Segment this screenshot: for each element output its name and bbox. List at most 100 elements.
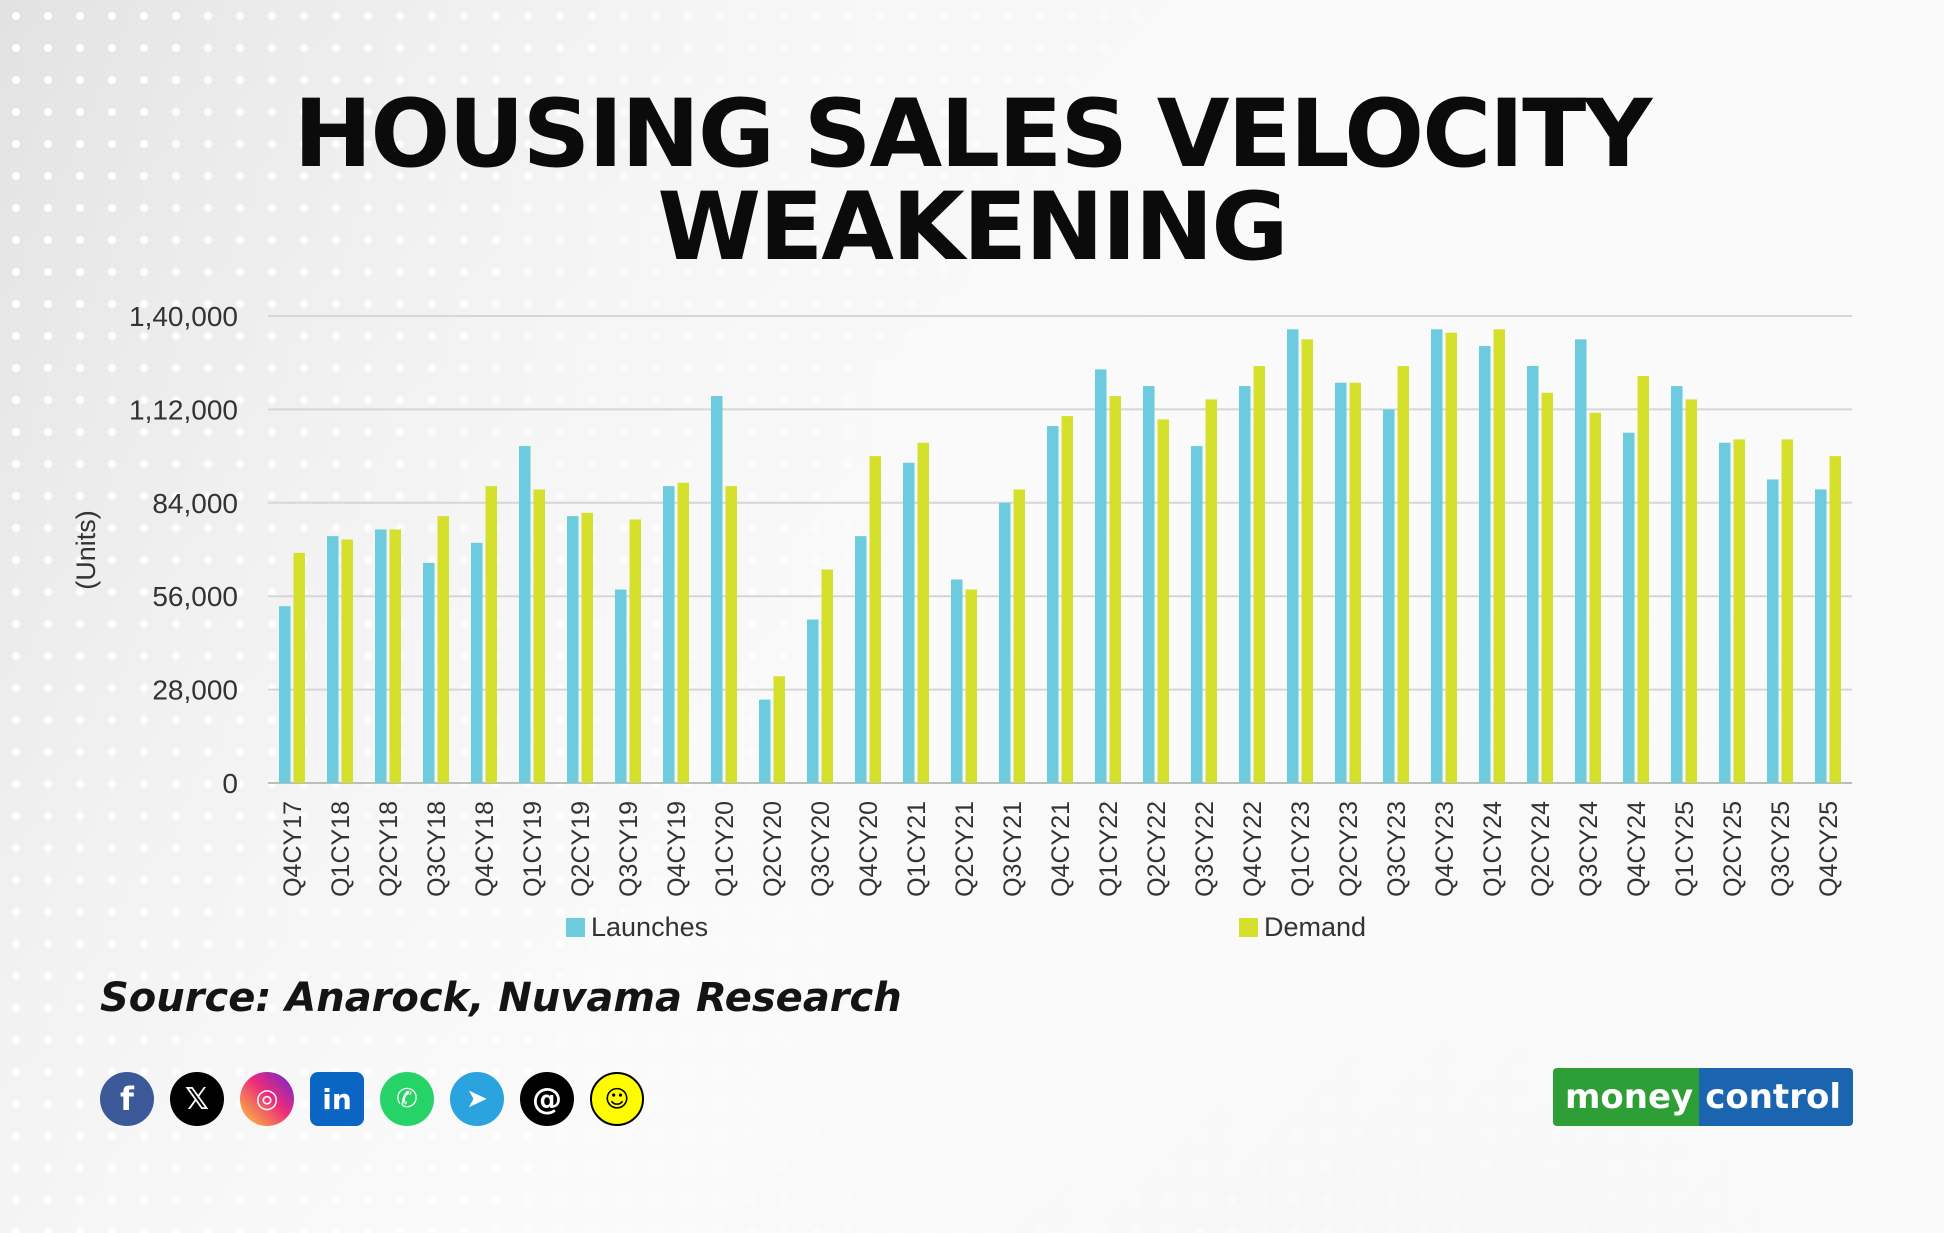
- x-tick-label: Q1CY21: [903, 801, 931, 897]
- x-tick-label: Q3CY19: [615, 801, 643, 897]
- x-axis: Q4CY17 Q1CY18 Q2CY18 Q3CY18 Q4CY18 Q1CY19 Q2CY…: [279, 801, 1843, 897]
- bar-launches-q3cy23: [1383, 409, 1395, 783]
- bar-launches-q2cy24: [1527, 366, 1539, 783]
- bar-launches-q4cy21: [1047, 426, 1059, 783]
- whatsapp-icon[interactable]: ✆: [380, 1072, 434, 1126]
- x-tick-label: Q1CY23: [1287, 801, 1315, 897]
- y-axis: 0 28,000 56,000 84,000 1,12,000 1,40,000: [129, 301, 238, 799]
- bar-launches-q2cy23: [1335, 382, 1347, 783]
- bar-launches-q2cy22: [1143, 386, 1155, 783]
- legend-label-demand: Demand: [1264, 912, 1366, 942]
- x-tick-label: Q4CY18: [471, 801, 499, 897]
- bar-launches-q3cy18: [423, 562, 435, 783]
- x-tick-label: Q3CY24: [1575, 801, 1603, 897]
- bar-demand-q4cy18: [485, 486, 497, 783]
- x-tick-label: Q1CY25: [1671, 801, 1699, 897]
- bar-launches-q1cy21: [903, 462, 915, 783]
- bar-demand-q2cy23: [1349, 382, 1361, 783]
- bar-launches-q1cy25: [1671, 386, 1683, 783]
- social-icons: f 𝕏 ◎ in ✆ ➤ @ ☺: [100, 1072, 644, 1126]
- legend-swatch-launches: [566, 918, 585, 937]
- bar-demand-q3cy24: [1589, 412, 1601, 783]
- bar-launches-q1cy24: [1479, 346, 1491, 783]
- bar-launches-q1cy22: [1095, 369, 1107, 783]
- bar-demand-q4cy25: [1829, 456, 1841, 783]
- instagram-icon[interactable]: ◎: [240, 1072, 294, 1126]
- chart-bars: [279, 329, 1841, 783]
- bar-launches-q4cy25: [1815, 489, 1827, 783]
- bar-launches-q3cy21: [999, 502, 1011, 783]
- bar-demand-q4cy21: [1061, 416, 1073, 783]
- x-tick-label: Q1CY24: [1479, 801, 1507, 897]
- bar-launches-q3cy24: [1575, 339, 1587, 783]
- legend-label-launches: Launches: [591, 912, 708, 942]
- bar-launches-q4cy17: [279, 606, 291, 783]
- x-tick-label: Q4CY21: [1047, 801, 1075, 897]
- x-tick-label: Q2CY19: [567, 801, 595, 897]
- x-tick-label: Q3CY23: [1383, 801, 1411, 897]
- x-tick-label: Q4CY24: [1623, 801, 1651, 897]
- bar-demand-q2cy18: [389, 529, 401, 783]
- x-tick-label: Q2CY18: [375, 801, 403, 897]
- bar-demand-q3cy19: [629, 519, 641, 783]
- x-tick-label: Q4CY22: [1239, 801, 1267, 897]
- bar-demand-q4cy22: [1253, 366, 1265, 783]
- y-tick-label: 28,000: [152, 675, 238, 706]
- x-tick-label: Q3CY25: [1767, 801, 1795, 897]
- bar-demand-q2cy24: [1541, 392, 1553, 783]
- bar-launches-q4cy19: [663, 486, 675, 783]
- bar-launches-q2cy19: [567, 516, 579, 783]
- bar-launches-q2cy21: [951, 579, 963, 783]
- facebook-icon[interactable]: f: [100, 1072, 154, 1126]
- bar-demand-q4cy17: [293, 552, 305, 783]
- x-tick-label: Q4CY19: [663, 801, 691, 897]
- linkedin-icon[interactable]: in: [310, 1072, 364, 1126]
- bar-launches-q3cy20: [807, 619, 819, 783]
- bar-demand-q3cy22: [1205, 399, 1217, 783]
- source-note: Source: Anarock, Nuvama Research: [100, 975, 902, 1021]
- legend-swatch-demand: [1239, 918, 1258, 937]
- x-tick-label: Q3CY18: [423, 801, 451, 897]
- bar-launches-q2cy25: [1719, 442, 1731, 783]
- bar-demand-q4cy24: [1637, 376, 1649, 783]
- bar-launches-q1cy23: [1287, 329, 1299, 783]
- bar-demand-q4cy19: [677, 482, 689, 783]
- bar-demand-q4cy20: [869, 456, 881, 783]
- page-title: HOUSING SALES VELOCITY WEAKENING: [0, 88, 1944, 282]
- threads-icon[interactable]: @: [520, 1072, 574, 1126]
- bar-launches-q4cy22: [1239, 386, 1251, 783]
- bar-launches-q4cy20: [855, 536, 867, 783]
- chart-gridlines: [268, 315, 1852, 784]
- y-tick-label: 0: [222, 768, 238, 799]
- bar-demand-q3cy18: [437, 516, 449, 783]
- bar-demand-q1cy23: [1301, 339, 1313, 783]
- snapchat-icon[interactable]: ☺: [590, 1072, 644, 1126]
- bar-demand-q3cy20: [821, 569, 833, 783]
- bar-launches-q1cy19: [519, 446, 531, 783]
- bar-demand-q1cy24: [1493, 329, 1505, 783]
- bar-launches-q4cy24: [1623, 432, 1635, 783]
- x-icon[interactable]: 𝕏: [170, 1072, 224, 1126]
- title-line-2: WEAKENING: [657, 173, 1288, 282]
- x-tick-label: Q3CY20: [807, 801, 835, 897]
- bar-demand-q4cy23: [1445, 332, 1457, 783]
- x-tick-label: Q4CY17: [279, 801, 307, 897]
- bar-launches-q1cy18: [327, 536, 339, 783]
- logo-part-money: money: [1553, 1068, 1700, 1126]
- bar-demand-q1cy22: [1109, 396, 1121, 783]
- y-tick-label: 1,12,000: [129, 394, 238, 425]
- x-tick-label: Q4CY20: [855, 801, 883, 897]
- chart-legend: Launches Demand: [566, 912, 1366, 942]
- bar-launches-q3cy22: [1191, 446, 1203, 783]
- bar-demand-q1cy18: [341, 539, 353, 783]
- telegram-icon[interactable]: ➤: [450, 1072, 504, 1126]
- x-tick-label: Q1CY19: [519, 801, 547, 897]
- x-tick-label: Q2CY23: [1335, 801, 1363, 897]
- bar-launches-q3cy19: [615, 589, 627, 783]
- bar-demand-q1cy19: [533, 489, 545, 783]
- x-tick-label: Q3CY22: [1191, 801, 1219, 897]
- bar-launches-q4cy18: [471, 542, 483, 783]
- bar-demand-q2cy19: [581, 512, 593, 783]
- x-tick-label: Q2CY21: [951, 801, 979, 897]
- bar-demand-q3cy23: [1397, 366, 1409, 783]
